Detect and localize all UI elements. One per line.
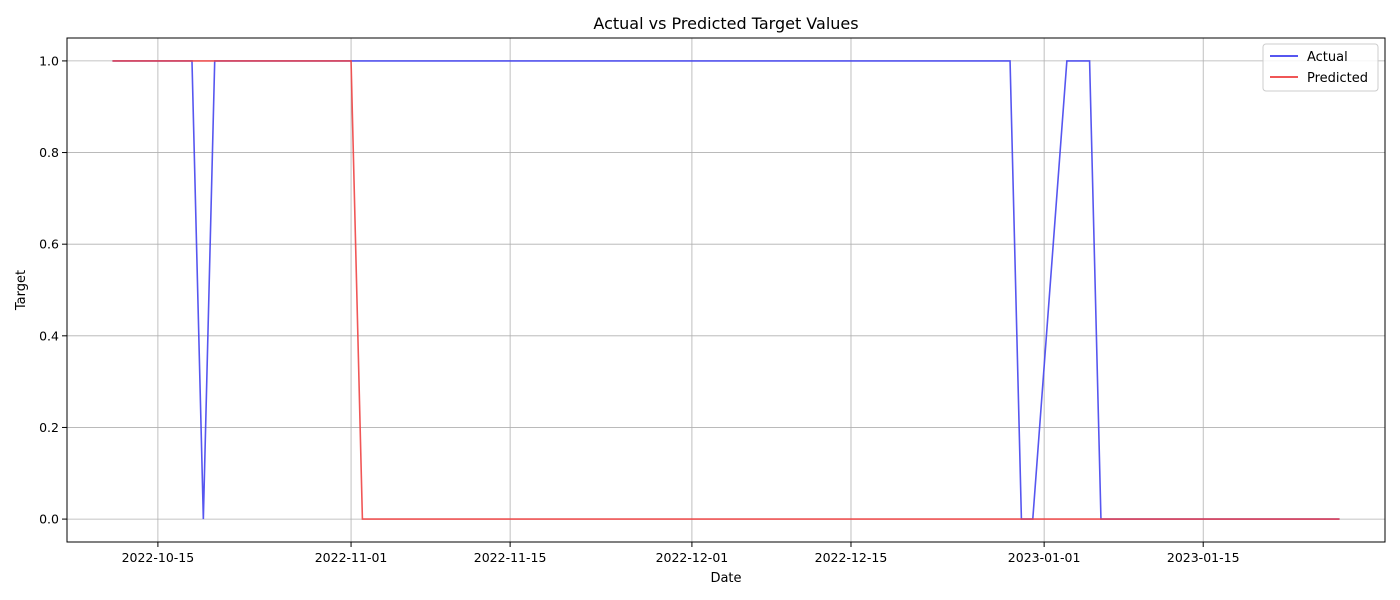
x-axis-label: Date [710, 571, 741, 586]
x-tick-label: 2023-01-15 [1167, 550, 1240, 565]
chart-title: Actual vs Predicted Target Values [593, 14, 858, 33]
x-tick-label: 2022-12-01 [656, 550, 729, 565]
y-tick-label: 0.2 [39, 420, 59, 435]
x-tick-label: 2022-10-15 [122, 550, 195, 565]
grid-lines [67, 38, 1385, 542]
x-tick-label: 2022-11-15 [474, 550, 547, 565]
legend-label-actual: Actual [1307, 50, 1348, 65]
series-line-actual [112, 60, 1340, 520]
y-axis-label: Target [14, 270, 29, 311]
y-tick-label: 0.0 [39, 512, 59, 527]
legend: Actual Predicted [1262, 43, 1379, 92]
series-line-predicted [112, 60, 1340, 520]
x-tick-label: 2023-01-01 [1008, 550, 1081, 565]
x-tick-label: 2022-12-15 [815, 550, 888, 565]
y-tick-label: 0.8 [39, 145, 59, 160]
y-axis-ticks: 0.0 0.2 0.4 0.6 0.8 1.0 [39, 53, 67, 527]
y-tick-label: 0.4 [39, 328, 59, 343]
y-tick-label: 1.0 [39, 53, 59, 68]
plot-frame [66, 37, 1386, 543]
legend-label-predicted: Predicted [1307, 71, 1368, 86]
x-axis-ticks: 2022-10-15 2022-11-01 2022-11-15 2022-12-01… [122, 542, 1240, 565]
series-lines [112, 60, 1340, 520]
y-tick-label: 0.6 [39, 237, 59, 252]
x-tick-label: 2022-11-01 [315, 550, 388, 565]
